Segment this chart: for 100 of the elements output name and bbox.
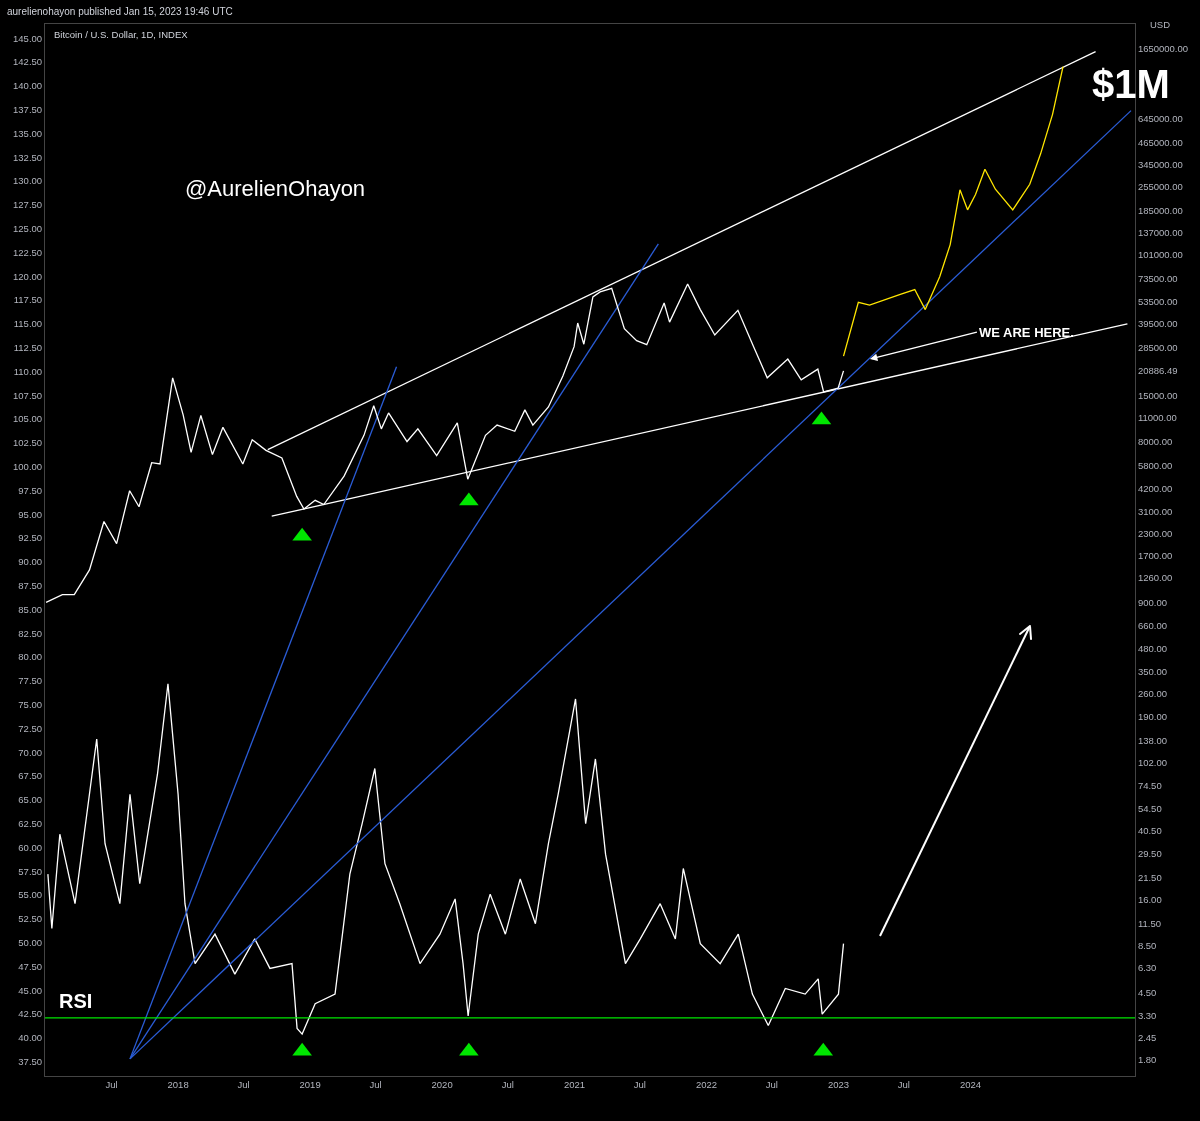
y-tick-label: 117.50 <box>13 294 43 306</box>
y2-tick-label: 101000.00 <box>1137 249 1183 261</box>
y2-tick-label: 3100.00 <box>1137 505 1173 517</box>
y2-tick-label: 11.50 <box>1137 917 1161 929</box>
annotation: WE ARE HERE. <box>979 325 1074 340</box>
y2-tick-label: 74.50 <box>1137 780 1162 792</box>
y2-tick-label: 73500.00 <box>1137 272 1178 284</box>
y-tick-label: 120.00 <box>13 270 43 282</box>
y-tick-label: 115.00 <box>13 318 43 330</box>
y-tick-label: 102.50 <box>13 437 43 449</box>
y2-tick-label: 5800.00 <box>1137 459 1173 471</box>
x-tick-label: 2018 <box>167 1079 189 1091</box>
y-tick-label: 132.50 <box>13 151 43 163</box>
y2-tick-label: 185000.00 <box>1137 204 1183 216</box>
y-tick-label: 80.00 <box>18 651 43 663</box>
y-tick-label: 82.50 <box>18 627 43 639</box>
y2-axis-title: USD <box>1150 19 1171 30</box>
text: Bitcoin / U.S. Dollar, 1D, INDEX <box>54 29 189 41</box>
y-tick-label: 110.00 <box>13 365 43 377</box>
y-tick-label: 95.00 <box>18 508 43 520</box>
x-tick-label: Jul <box>765 1079 778 1091</box>
y2-tick-label: 11000.00 <box>1137 412 1177 424</box>
x-tick-label: Jul <box>369 1079 382 1091</box>
y2-tick-label: 260.00 <box>1137 688 1167 700</box>
y-tick-label: 42.50 <box>18 1008 43 1020</box>
y2-tick-label: 138.00 <box>1137 734 1167 746</box>
y-tick-label: 142.50 <box>13 56 43 68</box>
y-tick-label: 70.00 <box>18 746 43 758</box>
y-tick-label: 140.00 <box>13 80 43 92</box>
x-tick-label: Jul <box>105 1079 118 1091</box>
x-tick-label: 2021 <box>563 1079 586 1091</box>
y-tick-label: 37.50 <box>18 1056 43 1068</box>
y-tick-label: 97.50 <box>18 484 43 496</box>
y-tick-label: 135.00 <box>13 127 43 139</box>
annotation: @AurelienOhayon <box>185 176 366 201</box>
y-tick-label: 112.50 <box>13 342 43 354</box>
y2-tick-label: 660.00 <box>1137 619 1167 631</box>
y2-tick-label: 53500.00 <box>1137 295 1178 307</box>
y-tick-label: 47.50 <box>18 960 43 972</box>
y-tick-label: 75.00 <box>18 699 43 711</box>
y-tick-label: 105.00 <box>13 413 43 425</box>
y2-tick-label: 39500.00 <box>1137 318 1178 330</box>
y-tick-label: 125.00 <box>13 223 43 235</box>
x-tick-label: 2023 <box>827 1079 850 1091</box>
y-tick-label: 60.00 <box>18 841 43 853</box>
y-tick-label: 92.50 <box>18 532 43 544</box>
y2-tick-label: 16.00 <box>1137 893 1162 905</box>
y-tick-label: 100.00 <box>13 461 43 473</box>
y-tick-label: 40.00 <box>18 1032 43 1044</box>
y2-tick-label: 28500.00 <box>1137 342 1178 354</box>
y-tick-label: 85.00 <box>18 603 43 615</box>
y2-tick-label: 1650000.00 <box>1137 43 1189 55</box>
y2-tick-label: 1.80 <box>1137 1054 1157 1066</box>
y2-tick-label: 645000.00 <box>1137 112 1183 124</box>
y2-tick-label: 54.50 <box>1137 803 1162 815</box>
y-tick-label: 65.00 <box>18 794 43 806</box>
y2-tick-label: 255000.00 <box>1137 180 1183 192</box>
y2-tick-label: 137000.00 <box>1137 226 1183 238</box>
text: aurelienohayon published Jan 15, 2023 19:46 UTC <box>7 6 233 17</box>
y-tick-label: 77.50 <box>18 675 43 687</box>
y2-tick-label: 350.00 <box>1137 666 1167 678</box>
y2-tick-label: 190.00 <box>1137 711 1167 723</box>
y2-tick-label: 40.50 <box>1137 825 1162 837</box>
y2-tick-label: 345000.00 <box>1137 158 1183 170</box>
annotation: $1M <box>1092 62 1170 106</box>
x-tick-label: 2020 <box>431 1079 453 1091</box>
y-tick-label: 130.00 <box>13 175 43 187</box>
y2-tick-label: 102.00 <box>1137 757 1167 769</box>
x-tick-label: 2024 <box>959 1079 982 1091</box>
x-tick-label: 2019 <box>299 1079 321 1091</box>
y2-tick-label: 4200.00 <box>1137 483 1173 495</box>
y2-tick-label: 6.30 <box>1137 962 1157 974</box>
y2-tick-label: 29.50 <box>1137 848 1162 860</box>
y2-tick-label: 21.50 <box>1137 871 1162 883</box>
y2-tick-label: 1260.00 <box>1137 571 1173 583</box>
x-tick-label: Jul <box>633 1079 646 1091</box>
y-tick-label: 57.50 <box>18 865 43 877</box>
y-tick-label: 90.00 <box>18 556 43 568</box>
y2-tick-label: 2.45 <box>1137 1031 1157 1043</box>
y-tick-label: 122.50 <box>13 246 43 258</box>
y-tick-label: 145.00 <box>13 32 43 44</box>
y-tick-label: 72.50 <box>18 722 43 734</box>
y2-tick-label: 480.00 <box>1137 643 1167 655</box>
y-tick-label: 55.00 <box>18 889 43 901</box>
y2-tick-label: 2300.00 <box>1137 527 1173 539</box>
annotation: RSI <box>59 990 93 1012</box>
y2-tick-label: 4.50 <box>1137 986 1157 998</box>
y-tick-label: 62.50 <box>18 818 43 830</box>
y2-tick-label: 900.00 <box>1137 596 1167 608</box>
y-tick-label: 87.50 <box>18 580 43 592</box>
x-tick-label: Jul <box>897 1079 910 1091</box>
y-tick-label: 45.00 <box>18 984 43 996</box>
y-tick-label: 50.00 <box>18 937 43 949</box>
y-tick-label: 137.50 <box>13 104 43 115</box>
y-tick-label: 107.50 <box>13 389 43 401</box>
y2-tick-label: 8000.00 <box>1137 435 1173 447</box>
y-tick-label: 67.50 <box>18 770 43 782</box>
y2-tick-label: 465000.00 <box>1137 136 1183 148</box>
x-tick-label: 2022 <box>695 1079 718 1091</box>
x-tick-label: Jul <box>237 1079 250 1091</box>
